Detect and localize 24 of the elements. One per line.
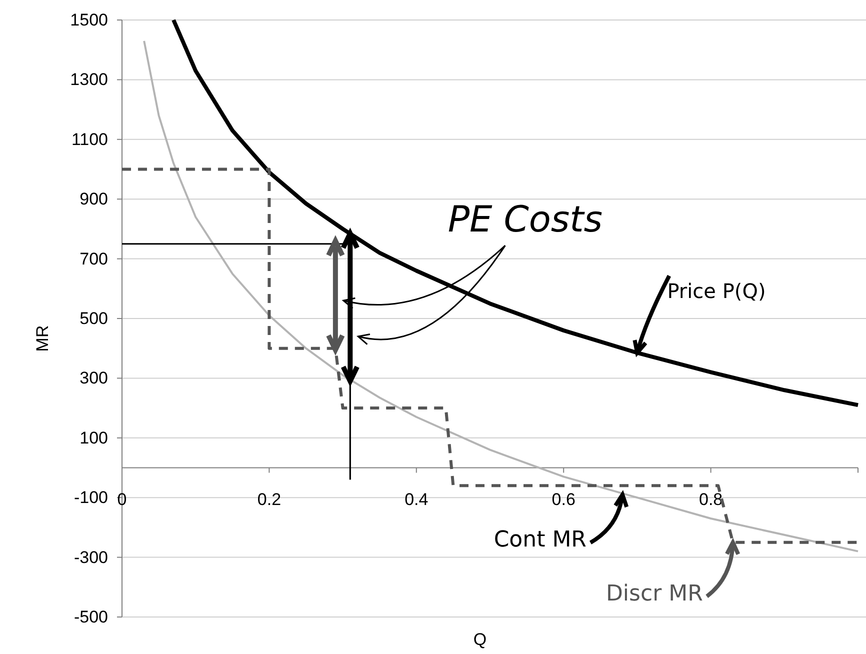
y-tick-label: 700: [80, 249, 108, 268]
x-tick-label: 0.4: [404, 490, 428, 509]
y-tick-label: -300: [74, 548, 108, 567]
y-tick-label: 1500: [70, 10, 108, 30]
y-tick-label: 100: [80, 428, 108, 448]
y-tick-label: 1100: [71, 130, 108, 149]
y-axis-title: MR: [33, 325, 52, 352]
y-tick-label: 900: [80, 190, 108, 209]
y-tick-label: -100: [74, 488, 108, 508]
x-tick-label: 0.8: [698, 490, 723, 509]
x-tick-label: 0.6: [552, 490, 576, 509]
annotation: Discr MR: [606, 581, 703, 606]
annotation: PE Costs: [448, 200, 603, 241]
x-tick-label: 0.2: [257, 490, 282, 509]
x-tick-label: 0: [117, 490, 127, 509]
y-tick-label: -500: [74, 607, 108, 626]
annotation: Cont MR: [494, 528, 586, 553]
annotation: Price P(Q): [667, 278, 766, 303]
line-series: [172, 18, 860, 408]
y-tick-label: 500: [80, 308, 108, 328]
y-tick-label: 300: [80, 368, 108, 388]
x-axis-title: Q: [473, 630, 487, 649]
y-tick-label: 1300: [70, 70, 108, 90]
line-series: [143, 40, 859, 552]
